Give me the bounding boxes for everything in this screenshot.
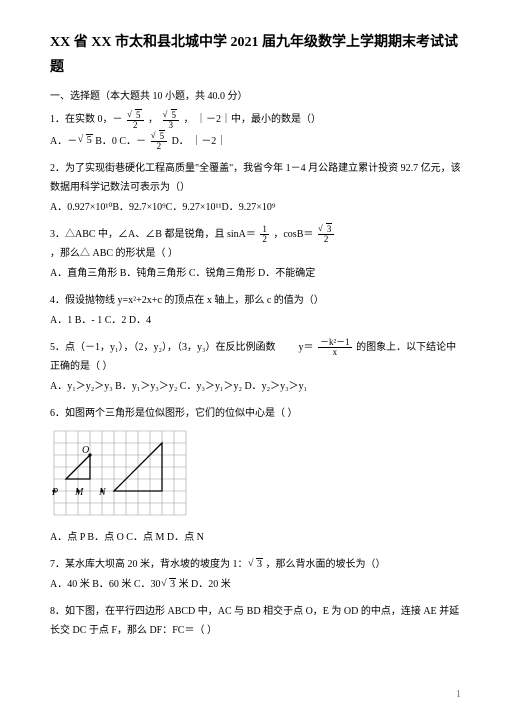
- question-4-options: A．1 B．- 1 C．2 D．4: [50, 312, 465, 330]
- figure-grid: O P M N: [50, 427, 465, 525]
- q3-pre: 3．△ABC 中，∠A、∠B 都是锐角，且 sinA＝: [50, 229, 256, 240]
- q3-mid: ，cosB＝: [273, 229, 313, 240]
- question-7-options: A．40 米 B．60 米 C．30 3 米 D．20 米: [50, 576, 465, 594]
- svg-text:P: P: [51, 487, 58, 498]
- question-7: 7．某水库大坝高 20 米，背水坡的坡度为 1： 3 ，那么背水面的坡长为（）: [50, 555, 465, 574]
- sqrt3b-icon: 3: [163, 576, 176, 594]
- q1-optC: C．－: [119, 135, 146, 146]
- svg-text:N: N: [98, 487, 107, 498]
- sqrt3-icon: 3: [250, 555, 263, 574]
- q7-opts-pre: A．40 米 B．60 米 C．30: [50, 579, 161, 590]
- q5-ymid: y＝: [298, 342, 313, 353]
- q1-optB: B．0: [95, 135, 117, 146]
- q7-opts-post: 米 D．20 米: [179, 579, 231, 590]
- q1-optD: D． ｜－2｜: [172, 135, 227, 146]
- q3-post: ，那么△ ABC 的形状是（ ）: [50, 248, 178, 259]
- question-8: 8．如下图，在平行四边形 ABCD 中，AC 与 BD 相交于点 O，E 为 O…: [50, 602, 465, 640]
- question-3: 3．△ABC 中，∠A、∠B 都是锐角，且 sinA＝ 1 2 ，cosB＝ 3…: [50, 225, 465, 263]
- question-3-options: A．直角三角形 B．钝角三角形 C．锐角三角形 D．不能确定: [50, 265, 465, 283]
- question-4: 4．假设抛物线 y=x²+2x+c 的顶点在 x 轴上，那么 c 的值为（）: [50, 291, 465, 310]
- q1-comma1: ，: [148, 114, 158, 125]
- question-2-options: A．0.927×10¹⁰B．92.7×10⁹C．9.27×10¹¹D．9.27×…: [50, 199, 465, 217]
- q1-optA: A．－: [50, 135, 77, 146]
- question-6-options: A．点 P B．点 O C．点 M D．点 N: [50, 529, 465, 547]
- question-5-options: A．y₁＞y₂＞y₃ B．y₁＞y₃＞y₂ C．y₃＞y₁＞y₂ D．y₂＞y₃…: [50, 378, 465, 396]
- question-1: 1．在实数 0，－ 5 2 ， 5 3 ， ｜－2｜中，最小的数是（）: [50, 110, 465, 129]
- frac-sqrt5-3: 5 3: [163, 111, 180, 130]
- question-2: 2．为了实现街巷硬化工程高质量"全覆盖"，我省今年 1－4 月公路建立累计投资 …: [50, 159, 465, 197]
- q1-stem-post: ｜－2｜中，最小的数是（）: [196, 114, 321, 125]
- question-1-options: A．－ 5 B．0 C．－ 5 2 D． ｜－2｜: [50, 132, 465, 151]
- page-number: 1: [456, 689, 461, 700]
- q5-pre: 5．点（－1，y₁），（2，y₂），（3，y₃）在反比例函数: [50, 342, 275, 353]
- svg-text:M: M: [74, 487, 84, 498]
- q7-pre: 7．某水库大坝高 20 米，背水坡的坡度为 1：: [50, 559, 248, 570]
- q7-post: ，那么背水面的坡长为（）: [266, 559, 386, 570]
- frac-k2-x: －k²－1 x: [318, 338, 352, 357]
- svg-text:O: O: [82, 445, 89, 456]
- sqrt5-icon: 5: [80, 132, 93, 150]
- frac-1-2: 1 2: [260, 225, 269, 244]
- frac-sqrt3-2: 3 2: [318, 225, 335, 244]
- q1-stem-pre: 1．在实数 0，－: [50, 114, 123, 125]
- question-6: 6．如图两个三角形是位似图形，它们的位似中心是（ ）: [50, 404, 465, 423]
- q1-comma2: ，: [184, 114, 194, 125]
- frac-sqrt5-2: 5 2: [127, 111, 144, 130]
- question-5: 5．点（－1，y₁），（2，y₂），（3，y₃）在反比例函数 y＝ －k²－1 …: [50, 338, 465, 376]
- page-title: XX 省 XX 市太和县北城中学 2021 届九年级数学上学期期末考试试题: [50, 30, 465, 80]
- section-heading: 一、选择题（本大题共 10 小题，共 40.0 分）: [50, 88, 465, 106]
- frac-sqrt5-2b: 5 2: [151, 132, 168, 151]
